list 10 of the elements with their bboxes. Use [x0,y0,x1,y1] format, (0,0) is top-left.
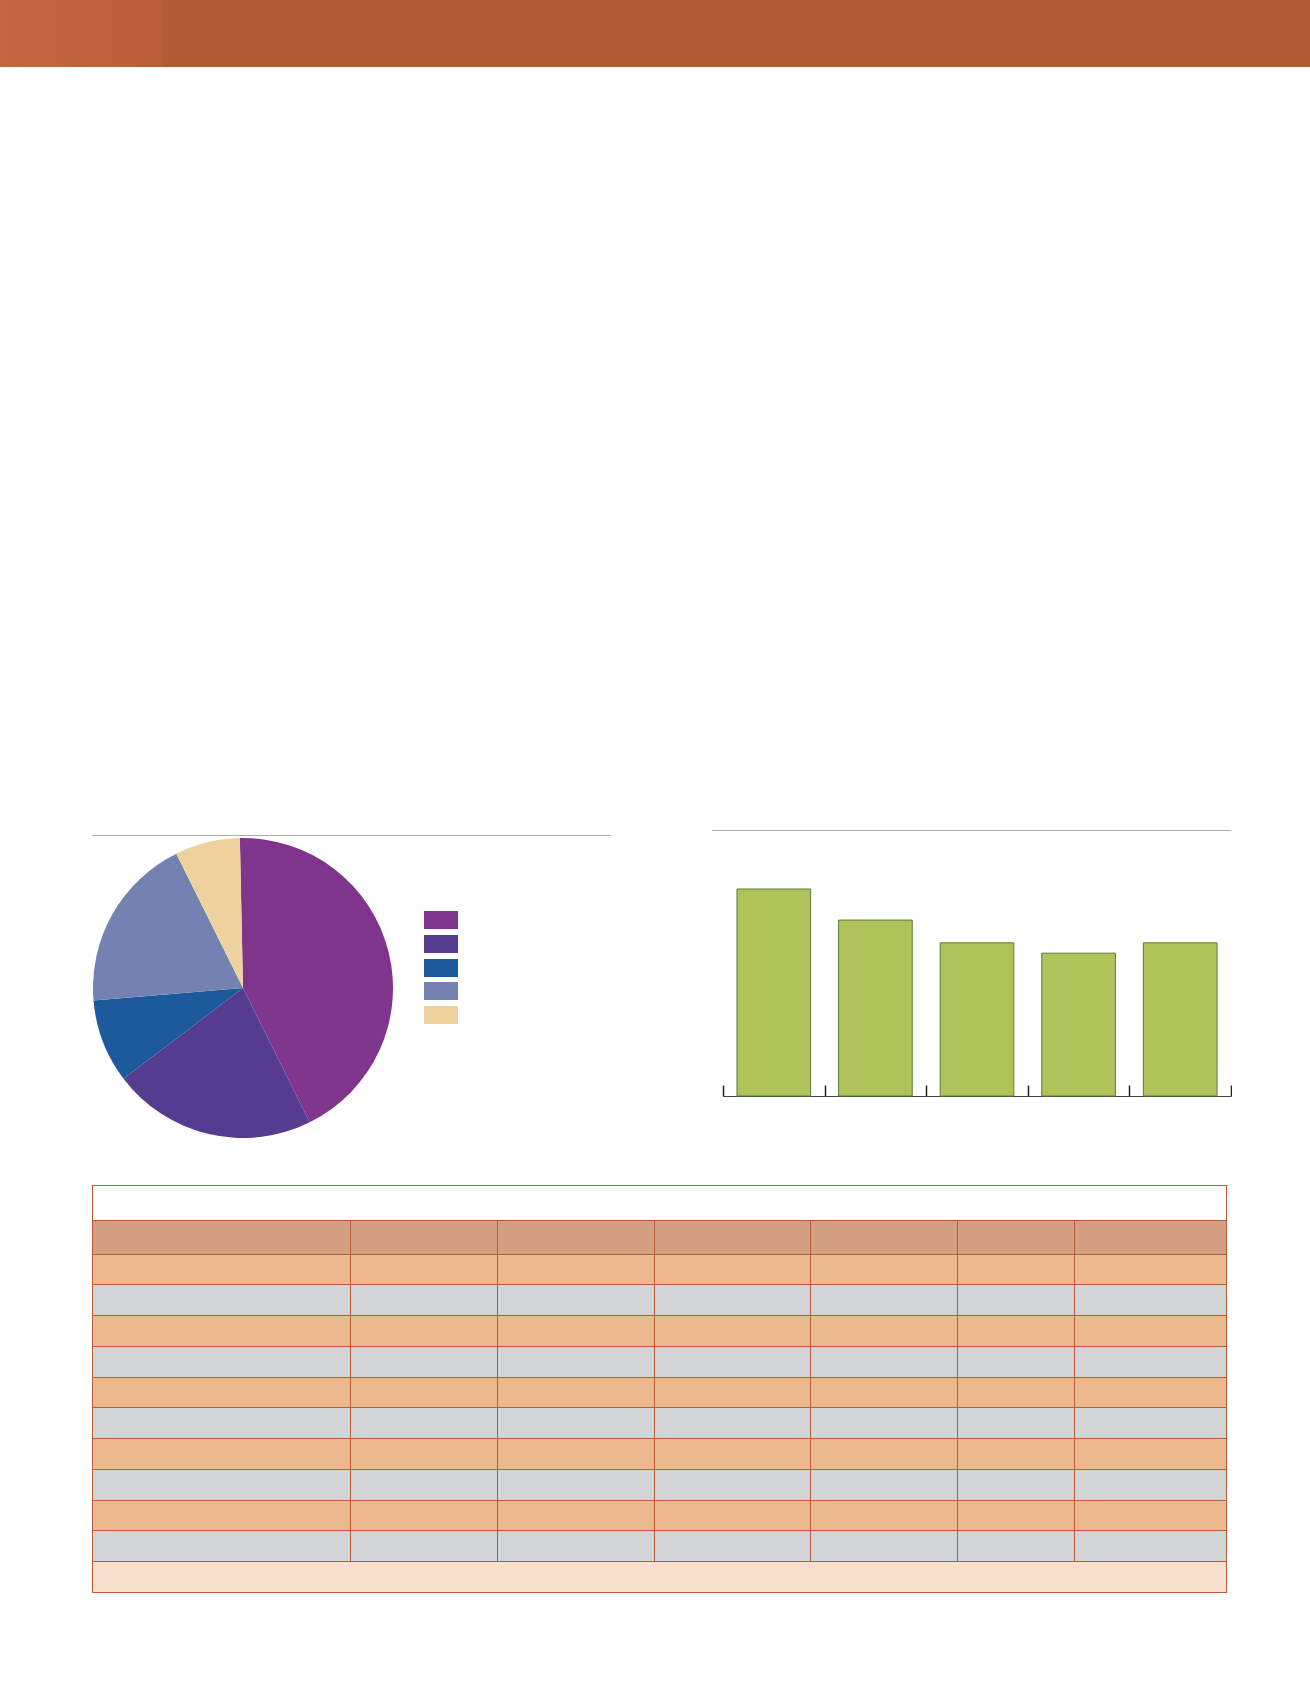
bar [736,888,812,1097]
pie-slice [239,838,393,1123]
pie-slice [176,838,243,988]
pie-slice [123,988,310,1138]
bar [1041,952,1116,1097]
bar [1142,942,1218,1097]
pie-slice [93,853,243,1001]
pie-slice [93,988,243,1079]
bar [939,942,1015,1097]
bar [838,919,913,1097]
